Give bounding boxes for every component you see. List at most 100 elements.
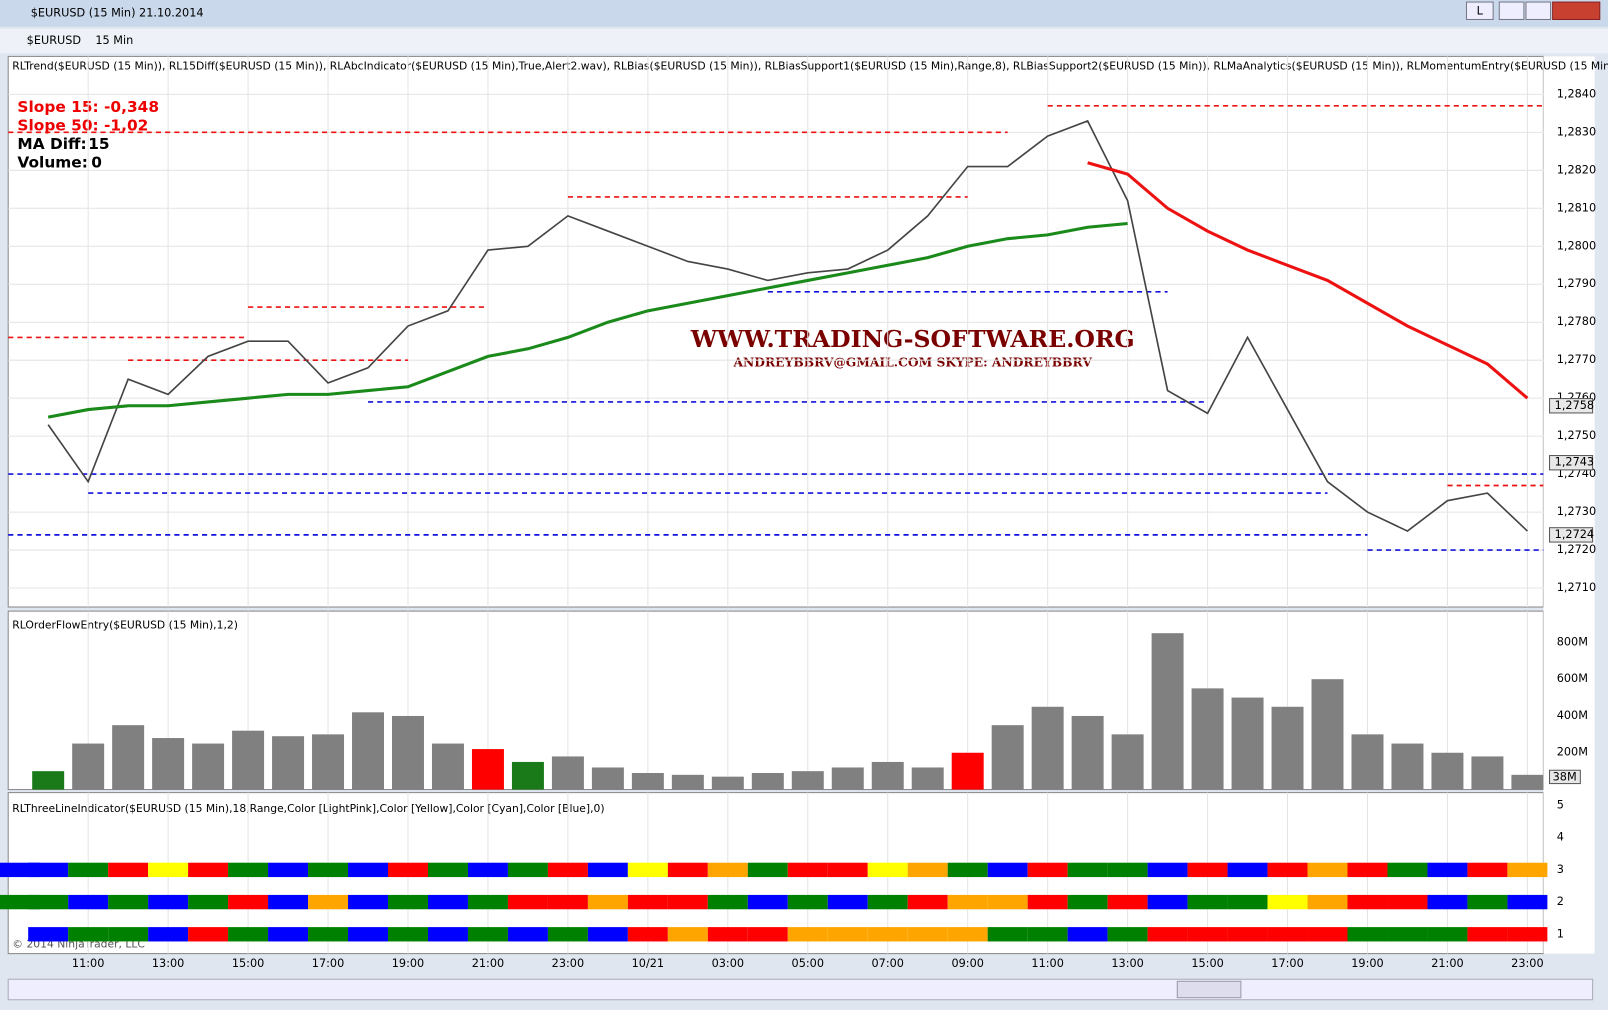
- state-block: [947, 894, 988, 910]
- volume-bar: [951, 752, 984, 790]
- state-block: [947, 862, 988, 878]
- volume-bar: [791, 771, 824, 790]
- state-block: [467, 927, 508, 942]
- x-tick-label: 13:00: [1111, 957, 1143, 970]
- state-block: [1307, 894, 1348, 910]
- y-tick-label: 2: [1557, 895, 1564, 908]
- y-tick-label: 200M: [1557, 746, 1588, 759]
- state-block: [348, 927, 389, 942]
- volume-bar: [1511, 774, 1544, 790]
- state-block: [1027, 862, 1068, 878]
- price-marker-label: 1,2758: [1555, 399, 1594, 412]
- state-block: [1387, 927, 1428, 942]
- volume-bar: [1071, 715, 1104, 790]
- y-tick-label: 1,2730: [1557, 505, 1596, 518]
- state-block: [148, 862, 189, 878]
- x-tick-label: 21:00: [1431, 957, 1463, 970]
- volume-bar: [352, 712, 385, 790]
- slope50: Slope 50: -1,02: [17, 117, 148, 135]
- volume-header: RLOrderFlowEntry($EURUSD (15 Min),1,2): [12, 618, 238, 631]
- indicator-header: RLTrend($EURUSD (15 Min)), RL15Diff($EUR…: [12, 60, 1608, 73]
- state-block: [1147, 894, 1188, 910]
- volume-bar: [32, 771, 65, 790]
- state-block: [747, 862, 788, 878]
- x-tick-label: 09:00: [951, 957, 983, 970]
- toolbar: [0, 28, 1608, 54]
- state-block: [587, 927, 628, 942]
- state-block: [587, 894, 628, 910]
- volume-bar: [1271, 706, 1304, 790]
- state-block: [827, 862, 868, 878]
- price-marker-label: 1,2724: [1555, 528, 1594, 541]
- volume-bar: [152, 738, 185, 790]
- title-bar: [0, 0, 1608, 27]
- state-block: [1107, 862, 1148, 878]
- watermark: WWW.TRADING-SOFTWARE.ORG: [690, 325, 1135, 353]
- y-tick-label: 1,2820: [1557, 163, 1596, 176]
- current-marker-label: 38M: [1553, 770, 1577, 783]
- state-block: [707, 862, 748, 878]
- y-tick-label: 1,2790: [1557, 277, 1596, 290]
- state-block: [987, 927, 1028, 942]
- series-line: [47, 221, 1128, 419]
- state-block: [388, 894, 428, 910]
- state-block: [547, 894, 588, 910]
- scroll-thumb[interactable]: [1176, 980, 1242, 999]
- l-button[interactable]: [1465, 1, 1494, 20]
- current-marker: [1549, 769, 1581, 785]
- state-block: [547, 862, 588, 878]
- scrollbar[interactable]: [7, 978, 1594, 1001]
- state-block: [1307, 927, 1348, 942]
- state-block: [507, 927, 548, 942]
- state-block: [1427, 862, 1468, 878]
- state-block: [68, 927, 109, 942]
- instrument[interactable]: $EURUSD: [27, 34, 82, 47]
- state-block: [667, 927, 708, 942]
- minimize[interactable]: [1498, 1, 1525, 20]
- state-block: [667, 894, 708, 910]
- state-block: [1067, 927, 1108, 942]
- state-block: [1027, 927, 1068, 942]
- state-block: [1187, 862, 1228, 878]
- state-block: [1067, 894, 1108, 910]
- state-block: [228, 927, 269, 942]
- volume-bar: [192, 743, 225, 790]
- state-block: [1187, 927, 1228, 942]
- volume-bar: [1391, 743, 1424, 790]
- state-block: [667, 862, 708, 878]
- x-tick-label: 05:00: [792, 957, 824, 970]
- state-block: [707, 894, 748, 910]
- state-block: [907, 862, 948, 878]
- state-block: [507, 894, 548, 910]
- state-block: [1187, 894, 1228, 910]
- interval[interactable]: 15 Min: [95, 34, 133, 47]
- volume-bar: [631, 772, 664, 790]
- state-block: [388, 927, 428, 942]
- state-block: [1227, 927, 1268, 942]
- state-block: [268, 927, 309, 942]
- volume-bar: [1311, 679, 1344, 790]
- state-block: [467, 894, 508, 910]
- x-tick-label: 17:00: [312, 957, 344, 970]
- state-block: [827, 894, 868, 910]
- x-tick-label: 11:00: [1031, 957, 1063, 970]
- y-tick-label: 3: [1557, 863, 1564, 876]
- volume-label: Volume:: [17, 154, 87, 172]
- state-block: [1107, 927, 1148, 942]
- volume-bar: [112, 725, 145, 790]
- close[interactable]: [1552, 1, 1601, 20]
- state-block: [867, 862, 908, 878]
- state-block: [787, 894, 828, 910]
- y-tick-label: 1,2770: [1557, 353, 1596, 366]
- state-block: [1267, 862, 1308, 878]
- x-tick-label: 13:00: [152, 957, 184, 970]
- state-block: [188, 862, 229, 878]
- maximize[interactable]: [1525, 1, 1552, 20]
- state-block: [1467, 927, 1508, 942]
- volume-bar: [711, 776, 744, 790]
- state-block: [1307, 862, 1348, 878]
- volume-bar: [1191, 688, 1224, 790]
- volume-bar: [831, 767, 864, 790]
- volume-bar: [551, 756, 584, 790]
- state-block: [308, 927, 349, 942]
